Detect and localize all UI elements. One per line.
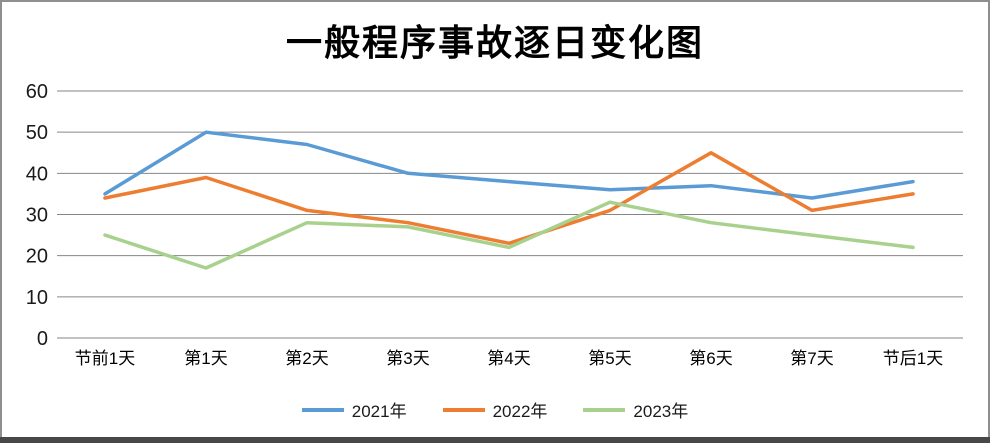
- legend-item: 2022年: [442, 397, 548, 422]
- legend-line-swatch: [442, 407, 485, 412]
- series-line-2021年: [103, 130, 915, 200]
- y-axis-tick-label: 0: [37, 328, 48, 350]
- y-axis-tick-label: 50: [26, 122, 48, 144]
- legend: 2021年 2022年 2023年: [0, 397, 990, 422]
- x-axis-tick-label: 第1天: [184, 349, 227, 368]
- y-axis-tick-label: 40: [26, 163, 48, 185]
- x-axis-tick-label: 第2天: [285, 349, 328, 368]
- x-axis-tick-label: 第5天: [588, 349, 631, 368]
- bottom-bar: [0, 437, 990, 443]
- x-axis-tick-label: 第4天: [487, 349, 530, 368]
- legend-item: 2023年: [583, 397, 688, 422]
- x-axis-tick-label: 第7天: [790, 349, 833, 368]
- y-axis-tick-label: 60: [26, 81, 48, 103]
- series-line-2023年: [103, 200, 915, 270]
- x-axis-tick-label: 节后1天: [883, 349, 943, 368]
- y-axis-tick-label: 20: [26, 246, 48, 268]
- legend-label: 2023年: [633, 402, 689, 421]
- x-axis-tick-label: 第6天: [689, 349, 732, 368]
- y-axis-tick-label: 30: [26, 205, 48, 227]
- legend-label: 2021年: [351, 402, 407, 421]
- y-axis-tick-label: 10: [26, 287, 48, 309]
- legend-item: 2021年: [301, 397, 407, 422]
- legend-line-swatch: [301, 407, 344, 412]
- chart-title: 一般程序事故逐日变化图: [285, 23, 704, 63]
- series-line-2022年: [103, 151, 915, 246]
- x-axis-tick-label: 节前1天: [75, 349, 135, 368]
- legend-line-swatch: [583, 407, 626, 412]
- legend-label: 2022年: [492, 402, 548, 421]
- x-axis-tick-label: 第3天: [386, 349, 429, 368]
